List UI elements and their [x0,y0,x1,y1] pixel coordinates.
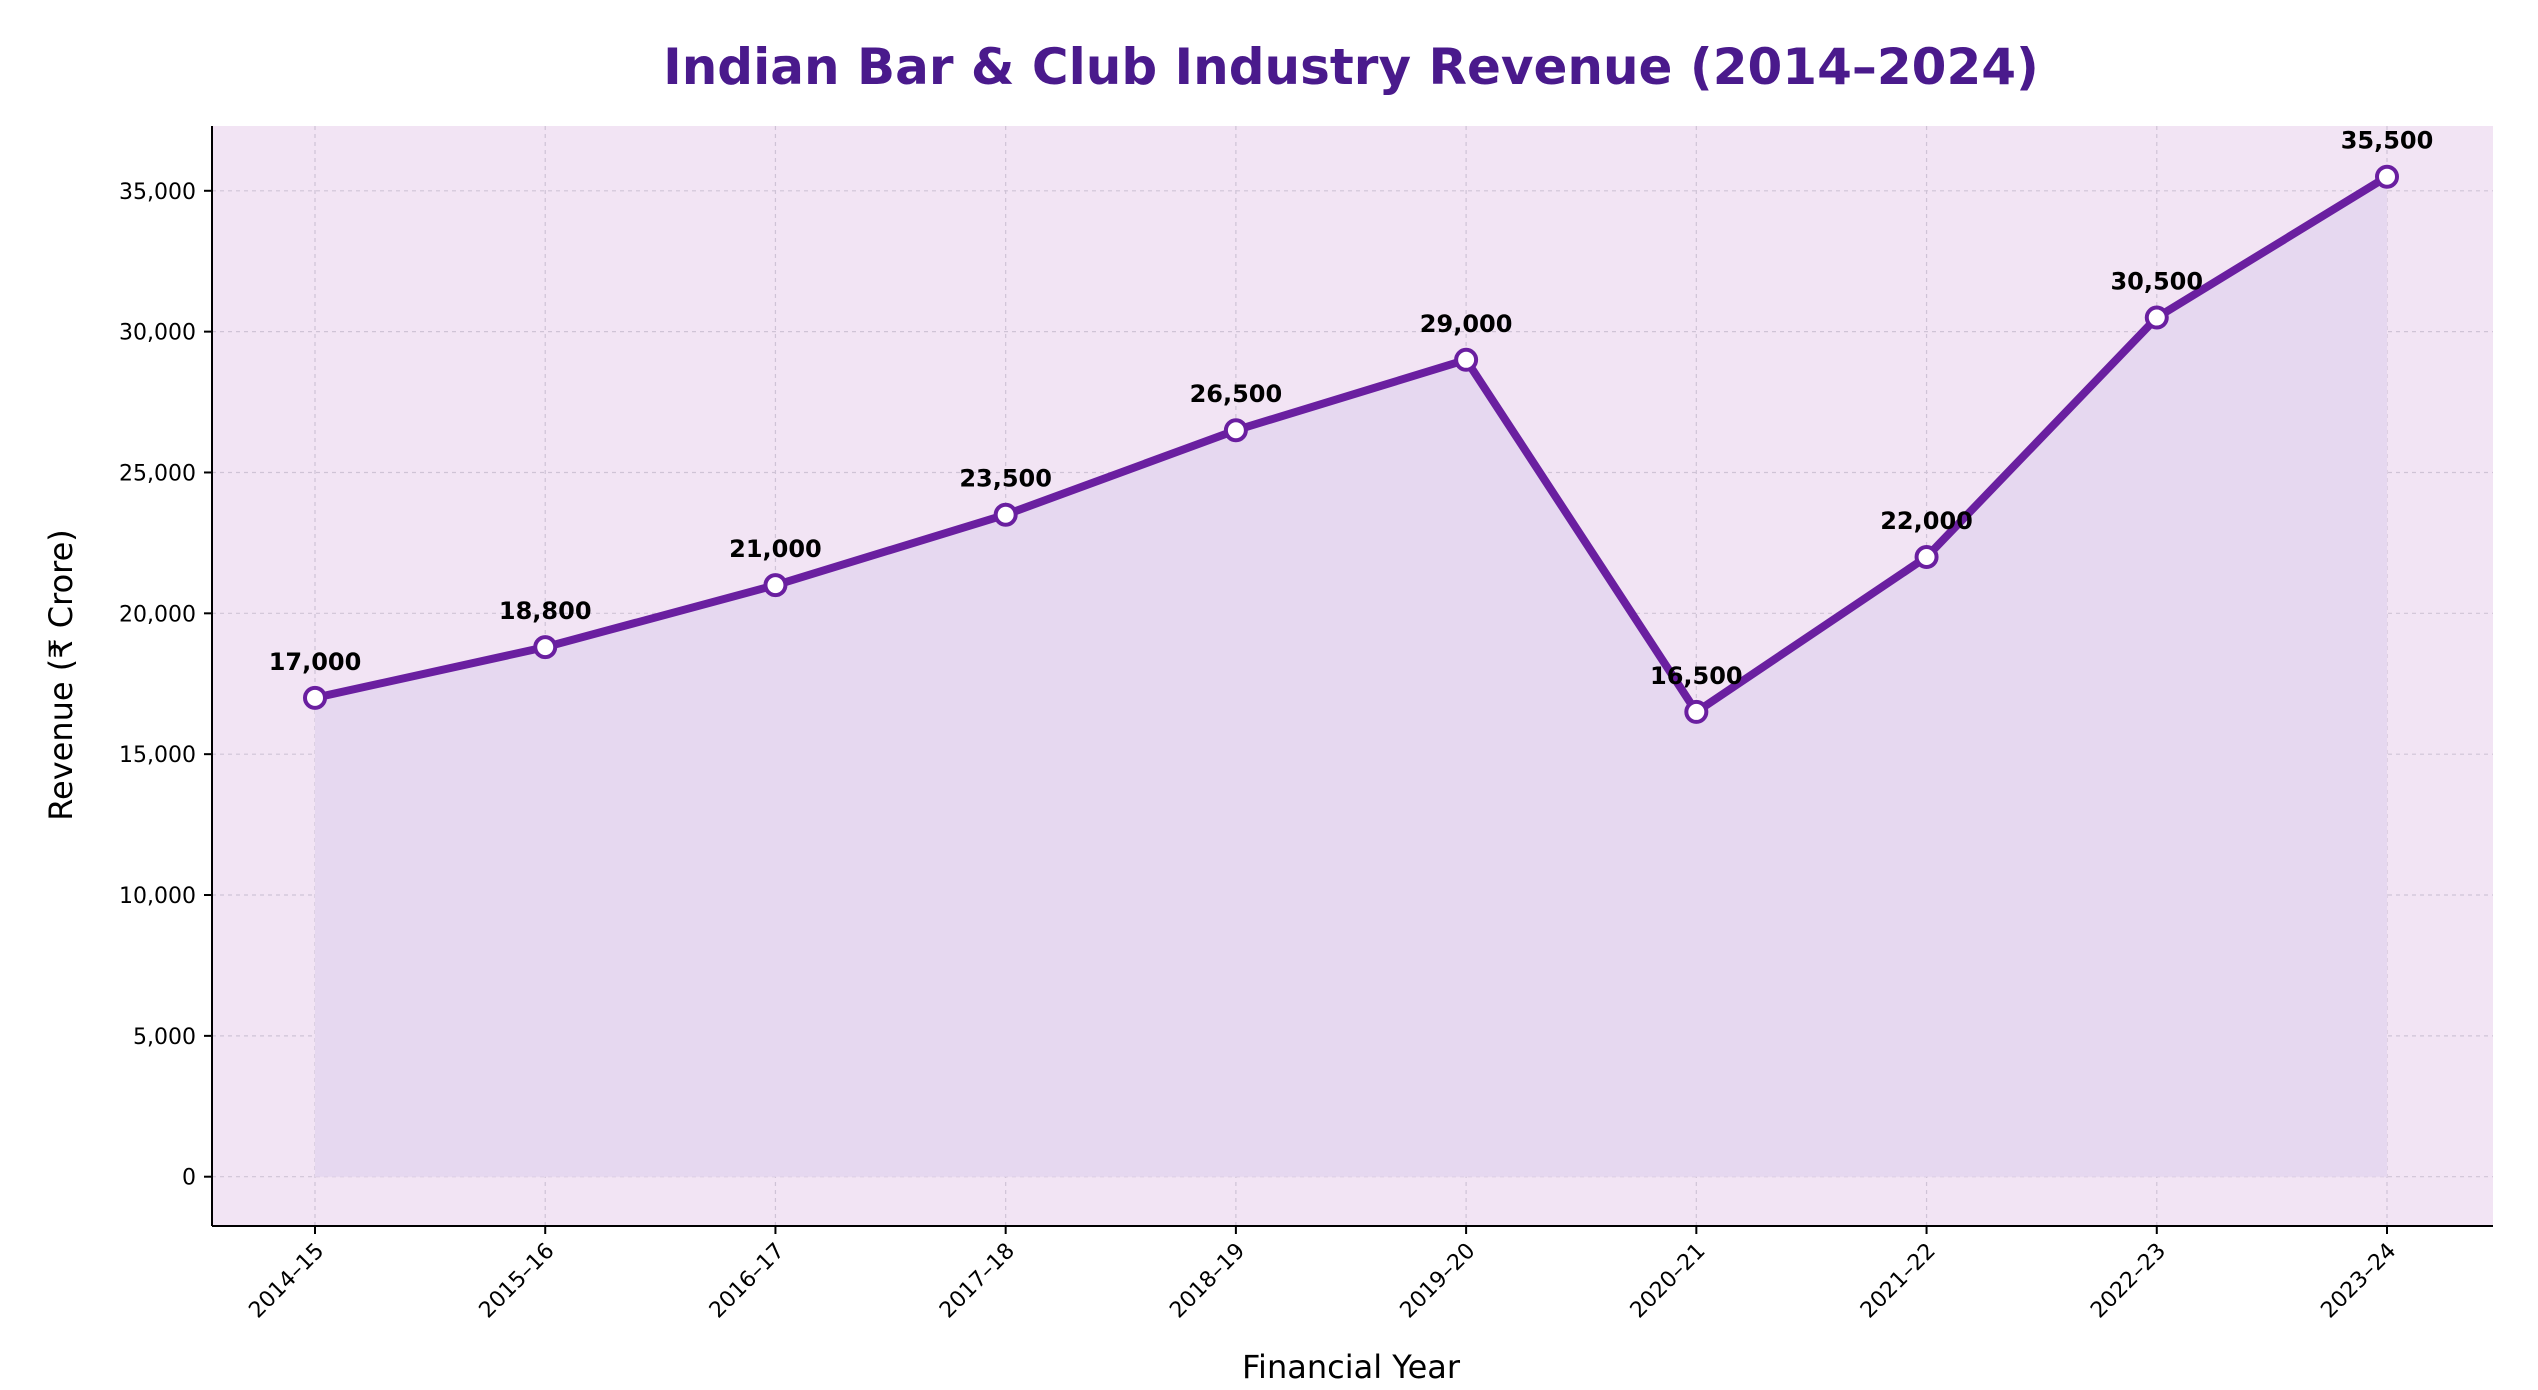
data-point-label: 16,500 [1650,662,1743,690]
data-point-label: 17,000 [269,648,362,676]
y-tick-label: 25,000 [119,461,196,486]
data-point-marker [1454,347,1479,372]
data-point-marker [533,635,558,660]
data-point-marker [1684,699,1709,724]
data-point-marker [303,685,327,710]
x-tick-label: 2016–17 [705,1239,790,1324]
x-tick-label: 2019–20 [1396,1239,1481,1324]
markers-layer [303,164,2399,724]
revenue-series-line [311,172,2391,716]
x-tick-label: 2021–22 [1856,1239,1941,1324]
data-point-marker [1223,418,1248,443]
y-tick-label: 10,000 [119,884,196,909]
data-point-marker [763,573,788,598]
y-tick-label: 15,000 [119,743,196,768]
y-tick-label: 20,000 [119,602,196,627]
area-fill [315,176,2387,1177]
y-axis-title: Revenue (₹ Crore) [42,529,80,821]
x-tick-label: 2014–15 [244,1239,329,1324]
data-point-label: 26,500 [1190,380,1283,408]
x-tick-label: 2022–23 [2086,1239,2171,1324]
x-axis-title: Financial Year [1242,1348,1461,1386]
y-tick-label: 0 [182,1166,196,1191]
y-tick-label: 30,000 [119,321,196,346]
data-point-label: 30,500 [2110,268,2203,296]
data-point-label: 18,800 [499,597,592,625]
data-point-marker [993,502,1018,527]
chart-title: Indian Bar & Club Industry Revenue (2014… [663,38,2039,96]
x-tick-label: 2018–19 [1165,1239,1250,1324]
data-point-label: 35,500 [2341,127,2434,155]
data-point-marker [1914,544,1939,569]
x-tick-label: 2015–16 [475,1239,560,1324]
data-point-label: 21,000 [729,535,822,563]
data-point-label: 23,500 [959,465,1052,493]
x-tick-label: 2017–18 [935,1239,1020,1324]
axes-layer [211,126,2493,1227]
data-point-marker [2144,305,2169,330]
y-tick-label: 5,000 [133,1025,196,1050]
x-tick-label: 2020–21 [1626,1239,1711,1324]
data-point-label: 29,000 [1420,310,1513,338]
data-point-label: 22,000 [1880,507,1973,535]
data-labels-layer: 17,000 18,800 21,000 23,500 26,500 29,000 16,5… [269,127,2434,690]
x-tick-label: 2023–24 [2316,1239,2401,1324]
data-point-marker [2375,164,2399,189]
y-tick-label: 35,000 [119,180,196,205]
